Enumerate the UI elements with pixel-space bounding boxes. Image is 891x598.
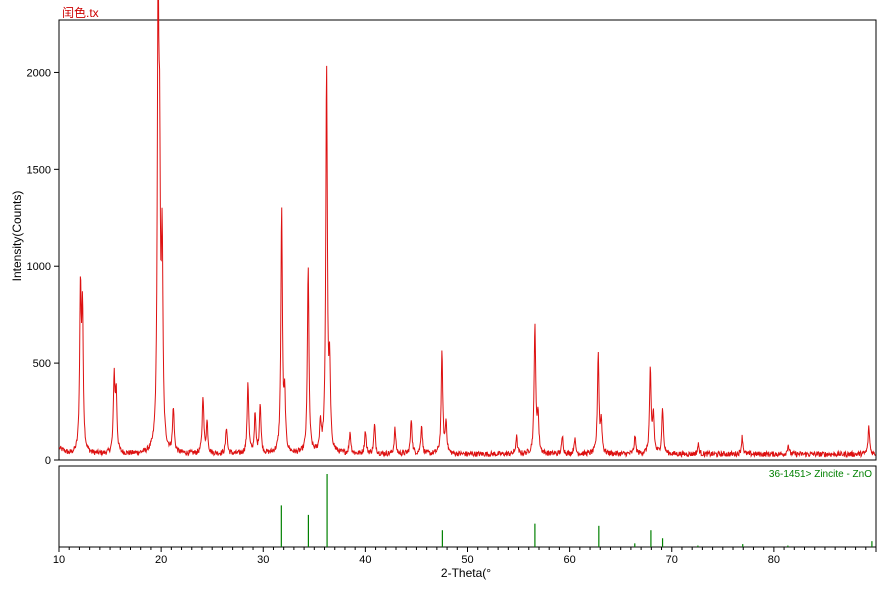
reference-panel: 36-1451> Zincite - ZnO 10 20 30 40 50 60 70 80 … — [53, 465, 877, 580]
y-tick-label: 2000 — [27, 67, 51, 79]
x-tick-label: 30 — [257, 554, 269, 566]
x-tick-label: 70 — [666, 554, 678, 566]
reference-bars — [280, 474, 873, 547]
x-tick-label: 20 — [155, 554, 167, 566]
reference-card-label: 36-1451> Zincite - ZnO — [769, 469, 872, 480]
diffraction-pattern-line — [59, 0, 876, 459]
y-tick-label: 0 — [45, 455, 51, 467]
x-tick-label: 40 — [359, 554, 371, 566]
pattern-title: 闰色.tx — [62, 6, 99, 20]
x-tick-label: 60 — [564, 554, 576, 566]
x-tick-label: 10 — [53, 554, 65, 566]
x-tick-label: 50 — [461, 554, 473, 566]
y-tick-label: 1500 — [27, 164, 51, 176]
main-panel: 闰色.tx Intensity(Counts) 0 500 1000 1500 2000 — [10, 0, 877, 467]
reference-plot-frame — [58, 465, 877, 548]
main-plot-frame — [58, 19, 877, 461]
y-axis-title: Intensity(Counts) — [10, 191, 24, 282]
x-tick-label: 80 — [768, 554, 780, 566]
x-axis-ticks: 10 20 30 40 50 60 70 80 — [53, 547, 877, 566]
x-axis-title: 2-Theta(° — [441, 566, 491, 580]
y-tick-label: 1000 — [27, 261, 51, 273]
y-axis-ticks: 0 500 1000 1500 2000 — [27, 67, 59, 467]
y-tick-label: 500 — [33, 358, 51, 370]
